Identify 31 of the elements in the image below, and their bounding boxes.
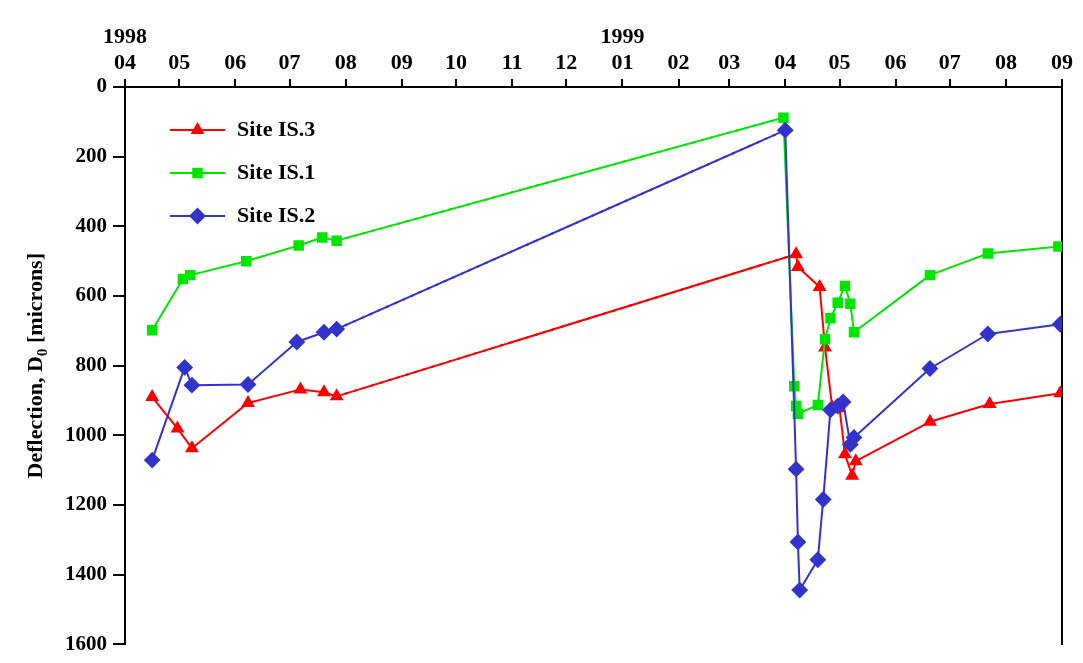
x-tick-label: 02: [667, 49, 690, 75]
y-tick-label: 1400: [65, 561, 107, 586]
x-tick-label: 07: [278, 49, 301, 75]
legend-label: Site IS.1: [237, 158, 316, 184]
x-tick-label: 1999 01: [600, 23, 645, 75]
y-tick-label: 0: [96, 73, 107, 98]
y-tick-label: 400: [75, 212, 107, 237]
x-tick-label: 05: [168, 49, 191, 75]
x-tick-label: 06: [884, 49, 907, 75]
y-axis-title: Deflection, D0 [microns]: [21, 252, 50, 479]
x-tick-label: 11: [501, 49, 523, 75]
x-tick-label: 1998 04: [103, 23, 147, 75]
legend-label: Site IS.3: [237, 115, 316, 141]
y-tick-label: 1000: [65, 421, 107, 446]
legend-label: Site IS.2: [237, 201, 316, 227]
x-tick-label: 09: [390, 49, 413, 75]
x-tick-label: 06: [224, 49, 247, 75]
x-tick-label: 08: [994, 49, 1017, 75]
y-tick-label: 600: [75, 282, 107, 307]
y-tick-label: 800: [75, 352, 107, 377]
x-tick-label: 05: [828, 49, 851, 75]
x-tick-label: 08: [334, 49, 357, 75]
y-tick-label: 1200: [65, 491, 107, 516]
x-tick-label: 03: [718, 49, 741, 75]
y-tick-label: 1600: [65, 630, 107, 655]
x-tick-label: 10: [445, 49, 468, 75]
y-tick-label: 200: [75, 143, 107, 168]
x-tick-label: 04: [774, 49, 797, 75]
x-tick-label: 07: [938, 49, 961, 75]
x-tick-label: 09: [1051, 49, 1073, 75]
x-tick-label: 12: [555, 49, 578, 75]
